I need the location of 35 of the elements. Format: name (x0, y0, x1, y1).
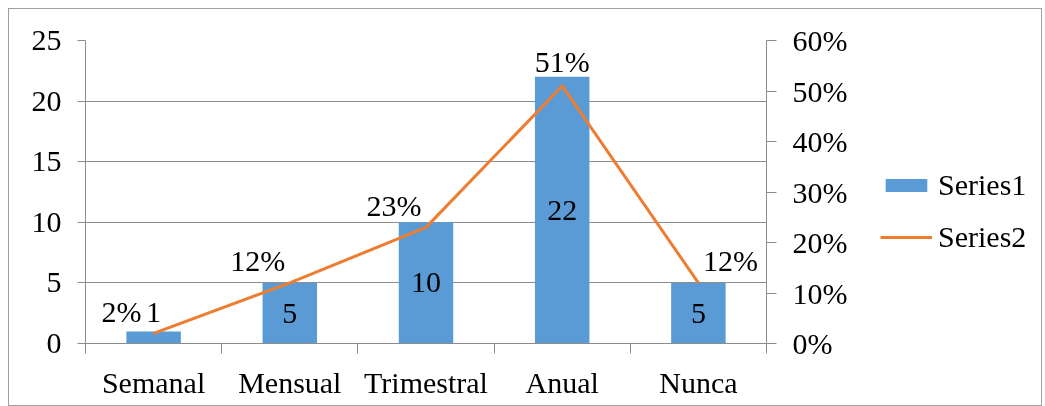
bar (671, 282, 726, 344)
data-label: 5 (690, 295, 706, 329)
data-label: 51% (534, 45, 590, 79)
y2-tick-label: 60% (792, 24, 848, 57)
y2-tick-label: 50% (792, 74, 848, 108)
bar (398, 222, 454, 344)
data-label: 12% (230, 244, 286, 278)
legend-label: Series2 (938, 220, 1027, 254)
y2-tick-label: 10% (792, 276, 848, 310)
y-tick-label: 0 (46, 326, 62, 359)
y2-tick-label: 20% (792, 226, 848, 259)
x-tick-label: Nunca (659, 365, 738, 399)
x-tick-label: Semanal (101, 365, 206, 399)
y2-tick-label: 0% (792, 327, 833, 360)
data-label: 10 (411, 265, 441, 299)
bar (262, 282, 318, 344)
y2-tick-label: 40% (792, 125, 848, 158)
y-tick-label: 15 (31, 144, 62, 178)
y-tick-label: 20 (31, 83, 62, 117)
data-label: 12% (702, 244, 758, 278)
y2-tick-label: 30% (792, 175, 848, 209)
legend-label: Series1 (938, 168, 1027, 202)
y-tick-label: 25 (31, 23, 62, 56)
x-tick-label: Mensual (238, 365, 342, 399)
bar (534, 76, 590, 344)
data-label: 5 (282, 295, 298, 329)
data-label: 1 (146, 294, 162, 328)
data-label: 23% (366, 188, 422, 222)
x-tick-label: Anual (525, 365, 599, 399)
bar (126, 331, 181, 344)
y-tick-label: 10 (31, 204, 62, 238)
x-tick-label: Trimestral (364, 365, 488, 399)
data-label: 2% (101, 294, 142, 328)
y-tick-label: 5 (46, 265, 62, 299)
data-label: 22 (547, 192, 578, 226)
